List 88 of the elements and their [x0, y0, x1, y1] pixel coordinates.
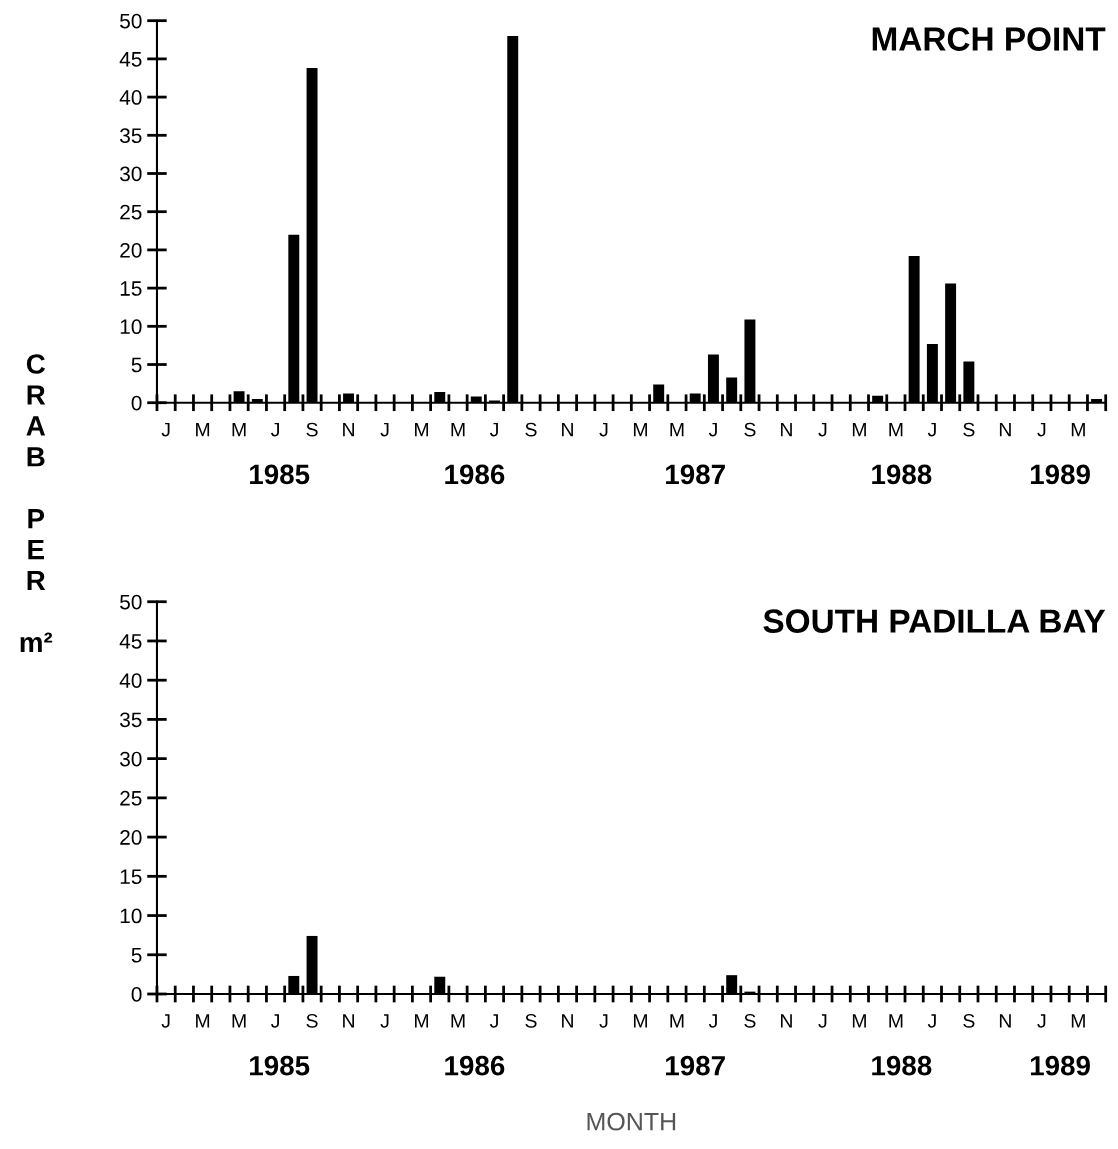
x-tick-label: J	[599, 1014, 608, 1028]
y-tick-label: 30	[120, 751, 142, 767]
x-tick-label: J	[1037, 1014, 1046, 1028]
y-tick-label: 25	[120, 790, 142, 806]
x-tick-label: J	[599, 422, 608, 437]
x-tick-label: M	[633, 1014, 647, 1028]
x-tick-label: N	[343, 1014, 354, 1028]
x-tick-label: S	[744, 422, 756, 437]
x-tick-label: J	[271, 422, 279, 437]
y-tick-label: 45	[119, 634, 142, 649]
y-tick-label: 40	[119, 673, 142, 688]
x-tick-label: N	[780, 422, 792, 437]
x-tick-label: S	[963, 422, 975, 437]
x-tick-label: S	[525, 422, 537, 437]
x-tick-label: J	[818, 422, 827, 437]
y-tick-label: 5	[131, 357, 142, 373]
x-tick-label: M	[451, 1014, 465, 1028]
y-tick-label: 40	[119, 90, 142, 105]
x-tick-label: N	[999, 1014, 1011, 1028]
y-tick-label: 10	[120, 908, 142, 924]
x-tick-label: J	[161, 422, 170, 437]
x-tick-label: J	[927, 422, 936, 437]
x-tick-label: M	[232, 1014, 246, 1028]
x-tick-label: M	[232, 422, 246, 437]
x-tick-label: S	[963, 1013, 975, 1028]
y-tick-label: 35	[120, 712, 142, 728]
text: 1987	[666, 1055, 725, 1076]
x-tick-label: M	[670, 1014, 684, 1028]
y-tick-label: 45	[119, 52, 142, 67]
x-tick-label: J	[1037, 422, 1046, 437]
x-tick-label: N	[562, 1014, 573, 1028]
chart-title: MARCH POINT	[872, 27, 1106, 51]
x-tick-label: M	[196, 422, 210, 437]
x-tick-label: J	[161, 1014, 170, 1028]
chart-title: SOUTH PADILLA BAY	[763, 609, 1106, 633]
x-tick-label: J	[927, 1014, 936, 1028]
y-tick-label: 35	[120, 128, 142, 144]
x-tick-label: J	[271, 1014, 279, 1028]
y-tick-label: 0	[131, 395, 142, 411]
x-tick-label: M	[889, 1014, 903, 1028]
x-tick-label: M	[633, 422, 647, 437]
y-tick-label: 25	[120, 204, 142, 220]
text: 1986	[445, 464, 505, 485]
x-tick-label: M	[415, 422, 429, 437]
y-tick-label: 30	[120, 166, 142, 182]
x-tick-label: S	[306, 1013, 318, 1028]
y-tick-label: 20	[120, 830, 142, 845]
y-tick-label: 15	[120, 869, 142, 885]
x-tick-label: J	[380, 1014, 389, 1028]
x-axis-title: MONTH	[587, 1112, 676, 1131]
x-tick-label: M	[1071, 1014, 1085, 1028]
x-tick-label: M	[196, 1014, 210, 1028]
y-tick-label: 20	[120, 242, 142, 258]
text: 1988	[872, 1055, 932, 1076]
x-tick-label: M	[852, 1014, 866, 1028]
y-tick-label: 10	[120, 319, 142, 335]
text: 1989	[1030, 1055, 1090, 1076]
y-tick-label: 5	[131, 947, 142, 963]
text: 1986	[445, 1055, 505, 1076]
text: 1987	[666, 464, 725, 485]
x-tick-label: M	[670, 422, 684, 437]
y-tick-label: 0	[131, 987, 142, 1002]
x-tick-label: J	[708, 422, 717, 437]
text: CRAB PER m²	[20, 354, 53, 652]
y-tick-label: 50	[120, 13, 142, 29]
x-tick-label: M	[889, 422, 903, 437]
x-tick-label: J	[708, 1014, 717, 1028]
x-tick-label: M	[852, 422, 866, 437]
text: 1989	[1030, 464, 1090, 485]
x-tick-label: N	[780, 1014, 792, 1028]
text: 1988	[872, 464, 932, 485]
x-tick-label: J	[380, 422, 389, 437]
x-tick-label: S	[744, 1013, 756, 1028]
text: 1985	[250, 1055, 310, 1076]
x-tick-label: S	[525, 1013, 537, 1028]
x-tick-label: J	[489, 422, 498, 437]
x-tick-label: N	[999, 422, 1011, 437]
x-tick-label: N	[562, 422, 573, 437]
x-tick-label: M	[415, 1014, 429, 1028]
x-tick-label: J	[818, 1014, 827, 1028]
x-tick-label: J	[489, 1014, 498, 1028]
x-tick-label: M	[451, 422, 465, 437]
x-tick-label: M	[1071, 422, 1085, 437]
x-tick-label: N	[343, 422, 354, 437]
x-tick-label: S	[306, 422, 318, 437]
y-tick-label: 15	[120, 281, 142, 296]
text: 1985	[250, 464, 310, 485]
y-tick-label: 50	[120, 594, 142, 610]
